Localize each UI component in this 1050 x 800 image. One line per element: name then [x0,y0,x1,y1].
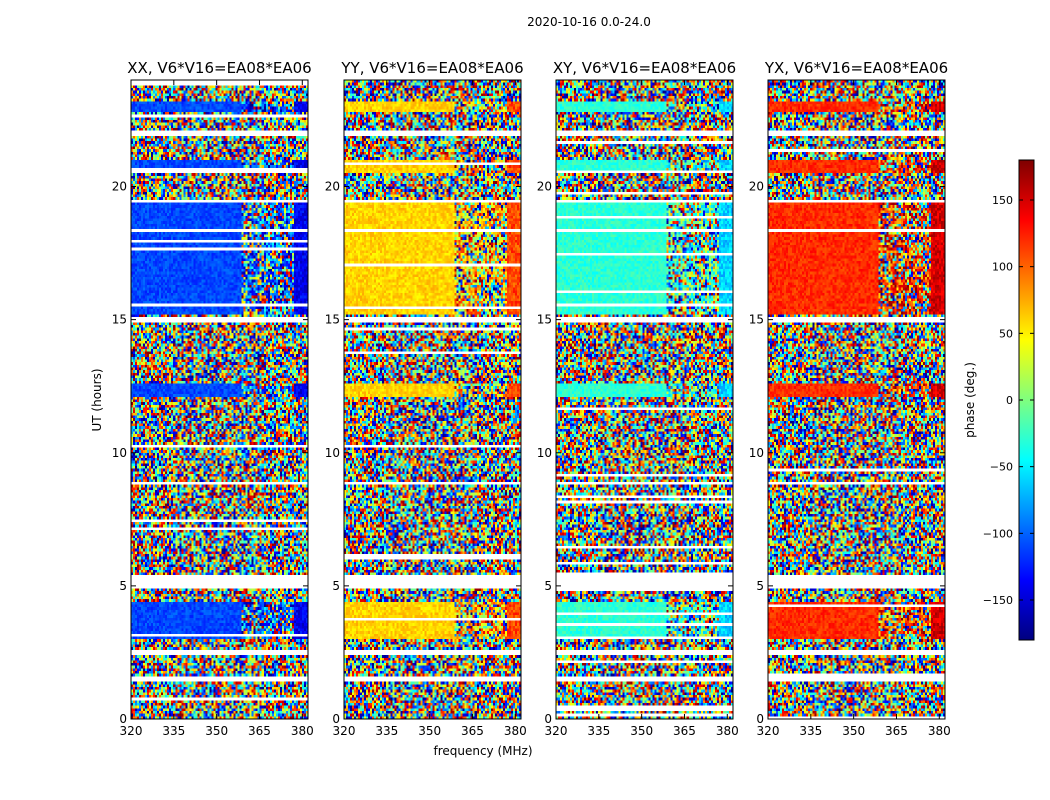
x-axis-label: frequency (MHz) [433,744,532,758]
y-tick-label: 0 [756,712,764,726]
heatmap-image [768,80,945,719]
y-tick-label: 20 [537,180,552,194]
x-tick-label: 380 [928,724,951,738]
x-tick-label: 335 [375,724,398,738]
y-tick-label: 5 [544,579,552,593]
phase-waterfall-figure: 2020-10-16 0.0-24.0 XX, V6*V16=EA08*EA06… [0,0,1050,800]
colorbar-tick-label: 150 [992,194,1013,207]
x-tick-label: 335 [587,724,610,738]
x-tick-label: 365 [885,724,908,738]
x-tick-label: 350 [205,724,228,738]
y-tick-label: 10 [537,446,552,460]
panel-title: YY, V6*V16=EA08*EA06 [340,59,523,77]
y-tick-label: 20 [325,180,340,194]
colorbar-tick-label: 50 [999,327,1013,340]
heatmap-image [344,80,521,719]
x-tick-label: 320 [545,724,568,738]
y-tick-label: 20 [112,180,127,194]
x-tick-label: 380 [504,724,527,738]
x-tick-label: 335 [162,724,185,738]
panel-title: YX, V6*V16=EA08*EA06 [764,59,948,77]
y-tick-label: 5 [756,579,764,593]
x-tick-label: 365 [673,724,696,738]
panel-title: XY, V6*V16=EA08*EA06 [553,59,736,77]
colorbar: −150 −100 −50 0 50 100 150 [983,160,1034,640]
x-tick-label: 335 [799,724,822,738]
y-tick-label: 0 [544,712,552,726]
y-tick-label: 5 [119,579,127,593]
y-tick-label: 0 [119,712,127,726]
figure-suptitle: 2020-10-16 0.0-24.0 [527,15,651,29]
x-tick-label: 380 [291,724,314,738]
y-tick-label: 15 [749,313,764,327]
y-tick-label: 20 [749,180,764,194]
colorbar-label: phase (deg.) [963,362,977,438]
y-axis-label: UT (hours) [90,368,104,431]
x-tick-label: 365 [248,724,271,738]
y-tick-label: 10 [749,446,764,460]
colorbar-tick-label: 0 [1006,394,1013,407]
panel-3: YX, V6*V16=EA08*EA06 320 335 350 365 380 0 5 10 1… [749,59,951,738]
panel-2: XY, V6*V16=EA08*EA06 320 335 350 365 380 0 5 10 1… [537,59,739,738]
x-tick-label: 350 [842,724,865,738]
y-tick-label: 10 [112,446,127,460]
y-tick-label: 15 [537,313,552,327]
colorbar-tick-label: 100 [992,261,1013,274]
x-tick-label: 320 [120,724,143,738]
colorbar-tick-label: −100 [983,527,1013,540]
x-tick-label: 320 [757,724,780,738]
y-tick-label: 10 [325,446,340,460]
y-tick-label: 15 [112,313,127,327]
y-tick-label: 15 [325,313,340,327]
panel-0: XX, V6*V16=EA08*EA06 320 335 350 365 380 0 5 10 1… [112,59,314,738]
colorbar-tick-label: −150 [983,594,1013,607]
x-tick-label: 365 [461,724,484,738]
colorbar-tick-label: −50 [990,461,1013,474]
x-tick-label: 320 [333,724,356,738]
heatmap-image [556,80,733,719]
y-tick-label: 5 [332,579,340,593]
panel-title: XX, V6*V16=EA08*EA06 [127,59,311,77]
y-tick-label: 0 [332,712,340,726]
panel-1: YY, V6*V16=EA08*EA06 320 335 350 365 380 0 5 10 1… [325,59,527,738]
panels-group: XX, V6*V16=EA08*EA06 320 335 350 365 380 0 5 10 1… [112,59,951,738]
x-tick-label: 350 [418,724,441,738]
x-tick-label: 380 [716,724,739,738]
x-tick-label: 350 [630,724,653,738]
heatmap-image [131,80,308,719]
